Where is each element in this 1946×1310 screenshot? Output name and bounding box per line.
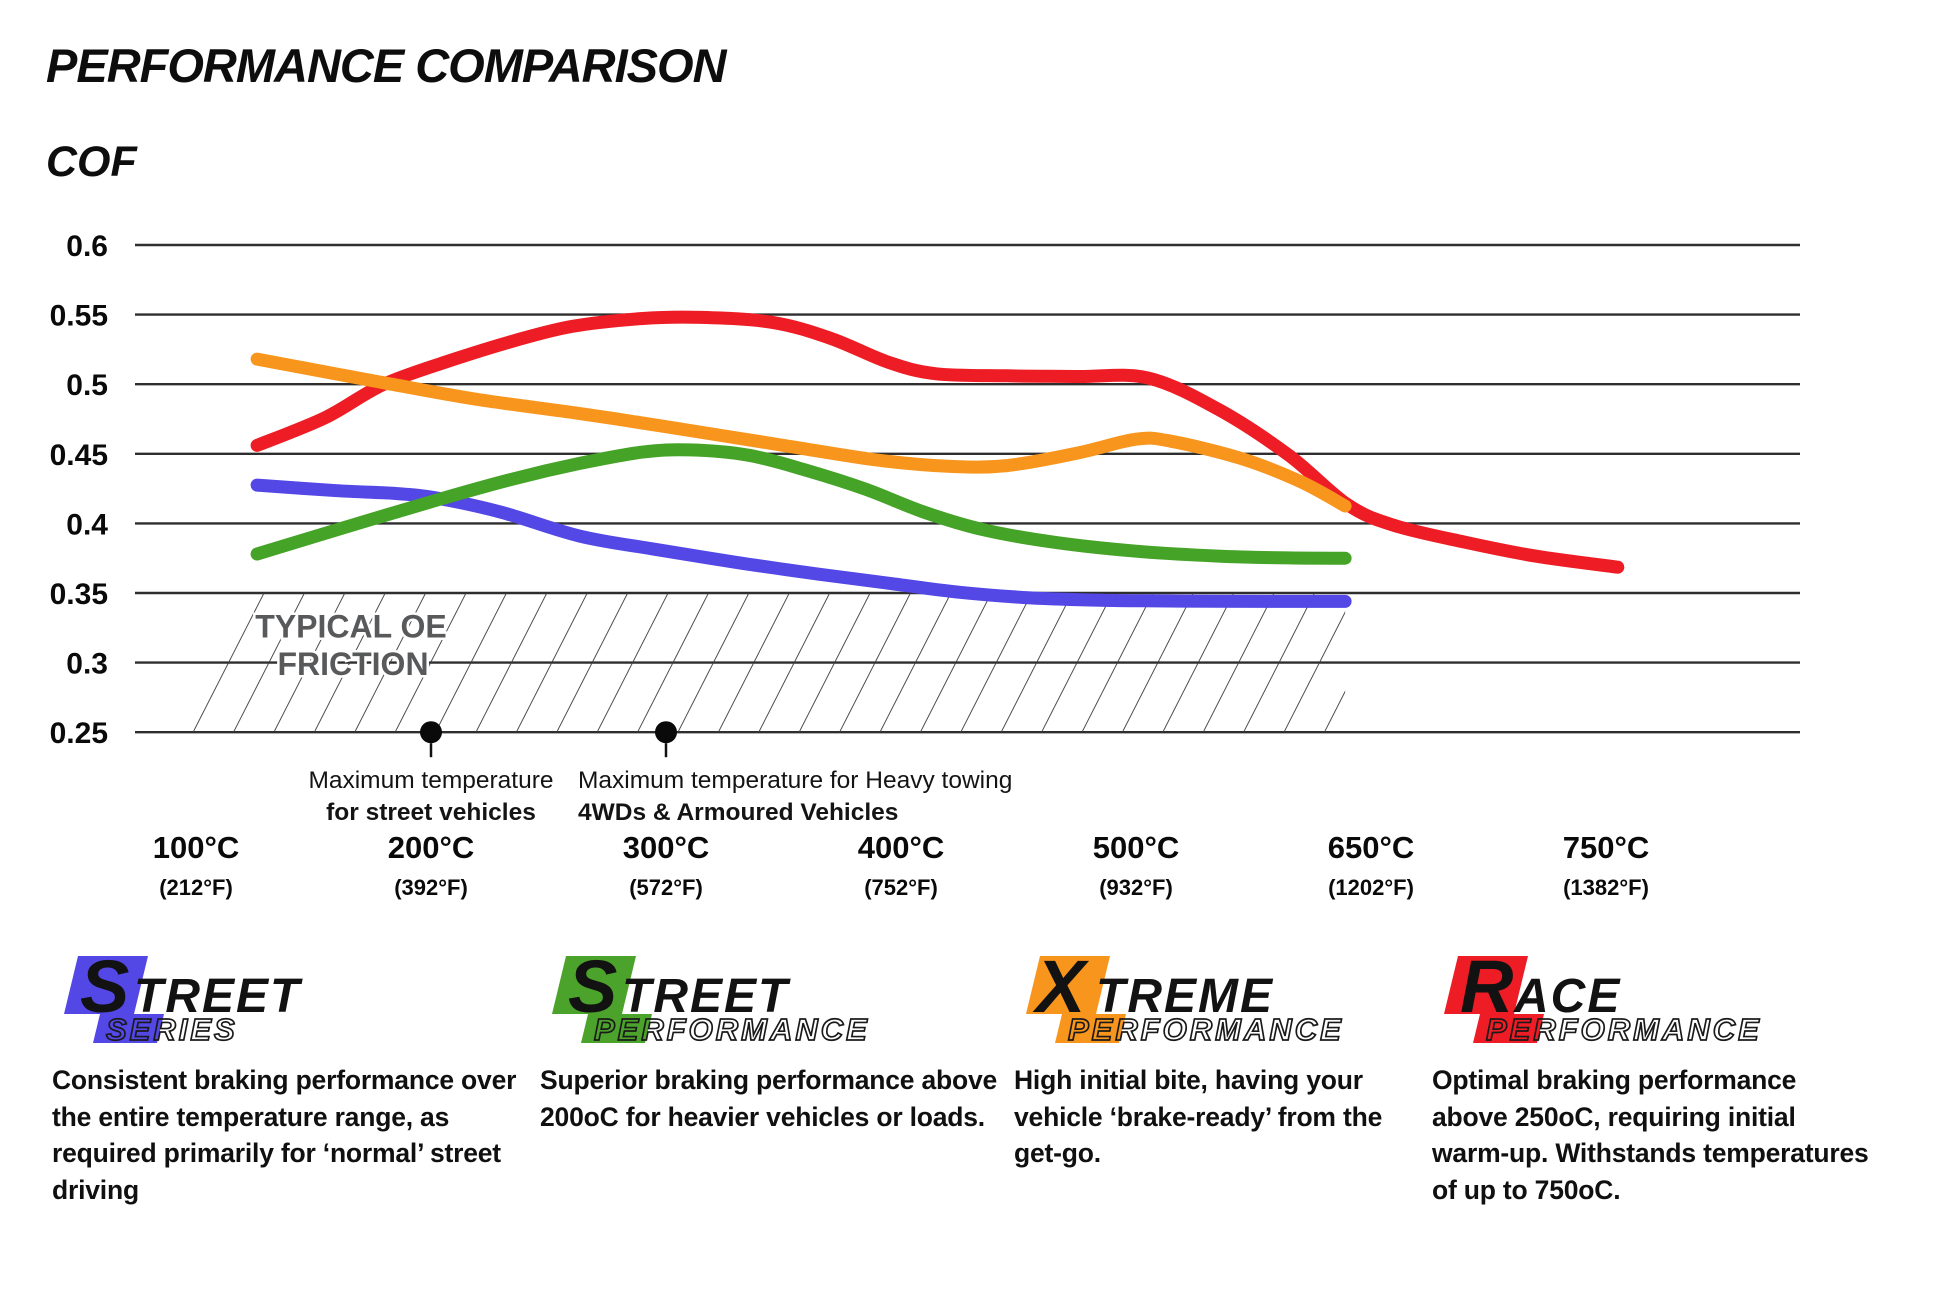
y-axis-tick-label: 0.6	[66, 230, 108, 263]
legend-description: Optimal braking performance above 250oC,…	[1432, 1065, 1869, 1205]
x-axis-tick-celsius: 200°C	[388, 830, 475, 865]
x-axis-tick-celsius: 300°C	[623, 830, 710, 865]
y-axis-tick-label: 0.5	[66, 369, 108, 402]
logo-word2: PERFORMANCE	[1486, 1012, 1762, 1046]
logo-word2: PERFORMANCE	[594, 1012, 870, 1046]
logo-big-letter: X	[1032, 952, 1090, 1028]
x-axis-tick-fahrenheit: (932°F)	[1099, 875, 1173, 900]
legend-description: Superior braking performance above 200oC…	[540, 1065, 998, 1132]
logo-word2: SERIES	[106, 1012, 238, 1046]
x-axis-tick-celsius: 650°C	[1328, 830, 1415, 865]
logo-word1: ACE	[1513, 970, 1621, 1023]
legend-street-performance: S TREET PERFORMANCE Superior braking per…	[540, 952, 1000, 1135]
street-performance-logo: S TREET PERFORMANCE	[552, 952, 870, 1046]
y-axis-title: COF	[46, 138, 137, 186]
logo-word1: TREET	[622, 970, 791, 1023]
x-axis-tick-celsius: 100°C	[153, 830, 240, 865]
y-axis-tick-label: 0.35	[50, 578, 108, 611]
logo-block-top	[1444, 956, 1528, 1014]
x-axis-tick-fahrenheit: (752°F)	[864, 875, 938, 900]
oe-friction-hatch	[189, 593, 1346, 733]
x-axis-tick-fahrenheit: (212°F)	[159, 875, 233, 900]
max-temp-marker-dot	[420, 721, 442, 744]
logo-big-letter: R	[1460, 952, 1513, 1028]
marker-annotation-line1: Maximum temperature	[308, 767, 553, 794]
xtreme-performance-logo: X TREME PERFORMANCE	[1026, 952, 1344, 1046]
page-title: PERFORMANCE COMPARISON	[46, 39, 727, 92]
x-axis-tick-celsius: 500°C	[1093, 830, 1180, 865]
y-axis-tick-label: 0.55	[50, 300, 108, 333]
x-axis-tick-fahrenheit: (392°F)	[394, 875, 468, 900]
oe-friction-label-line2: FRICTION	[277, 646, 428, 682]
street-series-logo: S TREET SERIES	[64, 952, 303, 1046]
x-axis-tick-fahrenheit: (1382°F)	[1563, 875, 1649, 900]
x-axis-labels: 100°C (212°F) 200°C (392°F) 300°C (572°F) 400°…	[153, 830, 1650, 900]
logo-block-bottom	[581, 1014, 652, 1043]
x-axis-tick-fahrenheit: (572°F)	[629, 875, 703, 900]
logo-block-bottom	[1473, 1014, 1544, 1043]
logo-big-letter: S	[80, 952, 129, 1028]
legend-race-performance: R ACE PERFORMANCE Optimal braking perfor…	[1432, 952, 1872, 1208]
legend-row: S TREET SERIES Consistent braking perfor…	[0, 952, 1946, 1302]
x-axis-tick-celsius: 750°C	[1563, 830, 1650, 865]
logo-block-top	[64, 956, 148, 1014]
logo-big-letter: S	[568, 952, 617, 1028]
legend-street-series: S TREET SERIES Consistent braking perfor…	[52, 952, 522, 1208]
y-axis-tick-label: 0.4	[66, 508, 108, 541]
logo-block-bottom	[1055, 1014, 1126, 1043]
curve-xtreme-performance	[250, 352, 1352, 513]
race-performance-logo: R ACE PERFORMANCE	[1444, 952, 1762, 1046]
max-temp-markers: Maximum temperature for street vehicles Ma…	[308, 721, 1012, 826]
logo-word1: TREET	[134, 970, 303, 1023]
curve-race-performance	[250, 310, 1625, 574]
performance-chart: 0.6 0.55 0.5 0.45 0.4 0.35 0.3 0.25 TYPICAL OEF…	[50, 230, 1800, 900]
logo-block-top	[1026, 956, 1110, 1014]
oe-friction-label-line1: TYPICAL OE	[255, 609, 446, 645]
legend-description: Consistent braking performance over the …	[52, 1065, 517, 1205]
marker-annotation-line2: 4WDs & Armoured Vehicles	[578, 799, 898, 826]
logo-block-top	[552, 956, 636, 1014]
x-axis-tick-fahrenheit: (1202°F)	[1328, 875, 1414, 900]
logo-word2: PERFORMANCE	[1068, 1012, 1344, 1046]
y-axis-tick-label: 0.45	[50, 439, 108, 472]
logo-word1: TREME	[1096, 970, 1274, 1023]
curves	[250, 310, 1625, 608]
marker-annotation-line1: Maximum temperature for Heavy towing	[578, 767, 1012, 794]
legend-xtreme-performance: X TREME PERFORMANCE High initial bite, h…	[1014, 952, 1404, 1172]
x-axis-tick-celsius: 400°C	[858, 830, 945, 865]
logo-block-bottom	[93, 1014, 164, 1043]
marker-annotation-line2: for street vehicles	[326, 799, 536, 826]
curve-street-performance	[250, 443, 1352, 565]
max-temp-marker-dot	[655, 721, 677, 744]
y-axis-tick-label: 0.3	[66, 648, 108, 681]
legend-description: High initial bite, having your vehicle ‘…	[1014, 1065, 1383, 1169]
y-axis-tick-label: 0.25	[50, 717, 108, 750]
